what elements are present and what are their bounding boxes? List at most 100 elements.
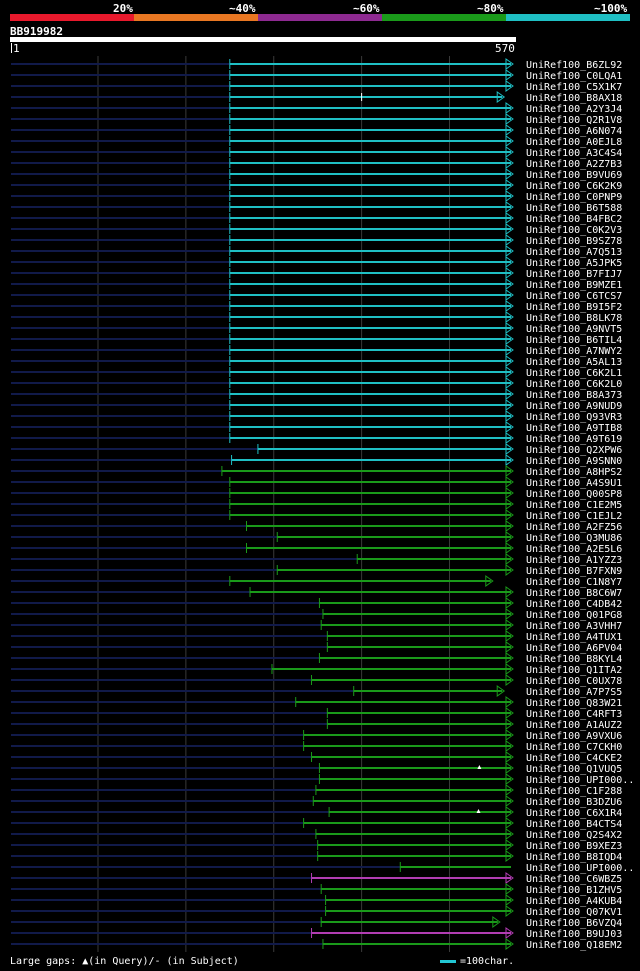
hit-label: UniRef100_A1AUZ2 xyxy=(526,720,622,731)
hit-label: UniRef100_B8AX18 xyxy=(526,93,622,104)
hit-arrow-head xyxy=(505,531,514,543)
hit-arrow-head xyxy=(505,487,514,499)
hit-label: UniRef100_Q1VUQ5 xyxy=(526,764,622,775)
hit-label: UniRef100_A9T619 xyxy=(526,434,622,445)
hit-arrow-head xyxy=(505,762,514,774)
hit-label: UniRef100_A9VXU6 xyxy=(526,731,622,742)
hit-arrow-head xyxy=(505,476,514,488)
hit-arrow-head xyxy=(505,245,514,257)
hit-label: UniRef100_B9XEZ3 xyxy=(526,841,622,852)
hit-arrow-head xyxy=(505,58,514,70)
hit-arrow-head xyxy=(505,80,514,92)
scale-label: =100char. xyxy=(460,956,515,967)
hit-arrow-head xyxy=(496,685,506,697)
hit-arrow-head xyxy=(505,410,514,422)
legend-80-swatch xyxy=(382,14,506,21)
hit-label: UniRef100_Q83W21 xyxy=(526,698,622,709)
hit-arrow-head xyxy=(505,278,514,290)
legend-label-80: ~80% xyxy=(477,2,504,15)
hit-label: UniRef100_B9MZE1 xyxy=(526,280,622,291)
hit-arrow-head xyxy=(505,652,514,664)
hit-label: UniRef100_A2E5L6 xyxy=(526,544,622,555)
hit-label: UniRef100_B8KYL4 xyxy=(526,654,622,665)
hit-arrow-head xyxy=(505,366,514,378)
hit-arrow-head xyxy=(505,619,514,631)
hit-arrow-head xyxy=(496,91,506,103)
hit-arrow-head xyxy=(505,168,514,180)
hit-label: UniRef100_A7P7S5 xyxy=(526,687,622,698)
hit-label: UniRef100_UPI000.. xyxy=(526,775,634,786)
query-id: BB919982 xyxy=(10,25,63,38)
hit-arrow-head xyxy=(505,795,514,807)
hit-label: UniRef100_A6PV04 xyxy=(526,643,622,654)
query-bar xyxy=(10,37,516,42)
hit-arrow-head xyxy=(505,663,514,675)
hit-label: UniRef100_B8C6W7 xyxy=(526,588,622,599)
hit-label: UniRef100_Q18EM2 xyxy=(526,940,622,951)
hit-label: UniRef100_B8A373 xyxy=(526,390,622,401)
hit-arrow-head xyxy=(505,927,514,939)
hit-arrow-head xyxy=(505,311,514,323)
hit-label: UniRef100_C5X1K7 xyxy=(526,82,622,93)
hit-arrow-head xyxy=(505,883,514,895)
hit-arrow-head xyxy=(505,443,514,455)
hit-arrow-head xyxy=(505,828,514,840)
hit-arrow-head xyxy=(505,454,514,466)
hit-label: UniRef100_B6VZQ4 xyxy=(526,918,622,929)
hit-label: UniRef100_Q01PG8 xyxy=(526,610,622,621)
hit-arrow-head xyxy=(505,113,514,125)
hit-arrow-head xyxy=(505,223,514,235)
hit-arrow-head xyxy=(505,289,514,301)
hit-label: UniRef100_C1E2M5 xyxy=(526,500,622,511)
hit-label: UniRef100_B6TIL4 xyxy=(526,335,622,346)
hit-label: UniRef100_C0K2V3 xyxy=(526,225,622,236)
hit-arrow-head xyxy=(505,124,514,136)
hit-arrow-head xyxy=(505,542,514,554)
hit-arrow-head xyxy=(505,135,514,147)
hit-label: UniRef100_Q3MU86 xyxy=(526,533,622,544)
hit-arrow-head xyxy=(505,894,514,906)
hit-label: UniRef100_C6TCS7 xyxy=(526,291,622,302)
hit-label: UniRef100_B4CTS4 xyxy=(526,819,622,830)
hit-arrow-head xyxy=(505,69,514,81)
hit-label: UniRef100_B6ZL92 xyxy=(526,60,622,71)
hit-label: UniRef100_B9VU69 xyxy=(526,170,622,181)
hit-label: UniRef100_A9NUD9 xyxy=(526,401,622,412)
hit-arrow-head xyxy=(505,641,514,653)
legend-label-20: 20% xyxy=(113,2,133,15)
hit-label: UniRef100_B3DZU6 xyxy=(526,797,622,808)
hit-label: UniRef100_C0UX78 xyxy=(526,676,622,687)
hit-arrow-head xyxy=(505,872,514,884)
hit-arrow-head xyxy=(505,377,514,389)
hit-arrow-head xyxy=(505,718,514,730)
hit-arrow-head xyxy=(505,773,514,785)
hit-label: UniRef100_B9SZ78 xyxy=(526,236,622,247)
hit-label: UniRef100_A4S9U1 xyxy=(526,478,622,489)
hit-label: UniRef100_C6K2K9 xyxy=(526,181,622,192)
hit-label: UniRef100_A4TUX1 xyxy=(526,632,622,643)
hit-arrow-head xyxy=(505,432,514,444)
hit-arrow-head xyxy=(505,234,514,246)
hit-arrow-head xyxy=(505,300,514,312)
hit-label: UniRef100_C4RFT3 xyxy=(526,709,622,720)
hit-arrow-head xyxy=(505,905,514,917)
hit-label: UniRef100_Q2S4X2 xyxy=(526,830,622,841)
hit-label: UniRef100_Q07KV1 xyxy=(526,907,622,918)
hit-arrow-head xyxy=(505,806,514,818)
hit-label: UniRef100_A7NWY2 xyxy=(526,346,622,357)
hit-label: UniRef100_B8LK78 xyxy=(526,313,622,324)
hit-arrow-head xyxy=(505,212,514,224)
hit-arrow-head xyxy=(505,465,514,477)
hit-label: UniRef100_B9UJ03 xyxy=(526,929,622,940)
gaps-legend: Large gaps: ▲(in Query)/- (in Subject) xyxy=(10,956,239,967)
hit-label: UniRef100_Q2XPW6 xyxy=(526,445,622,456)
hit-arrow-head xyxy=(505,421,514,433)
legend-100-swatch xyxy=(506,14,630,21)
hit-label: UniRef100_Q2R1V8 xyxy=(526,115,622,126)
legend-60-swatch xyxy=(258,14,382,21)
hit-arrow-head xyxy=(505,157,514,169)
hit-arrow-head xyxy=(505,608,514,620)
query-start-tick xyxy=(11,43,12,53)
hit-label: UniRef100_Q93VR3 xyxy=(526,412,622,423)
